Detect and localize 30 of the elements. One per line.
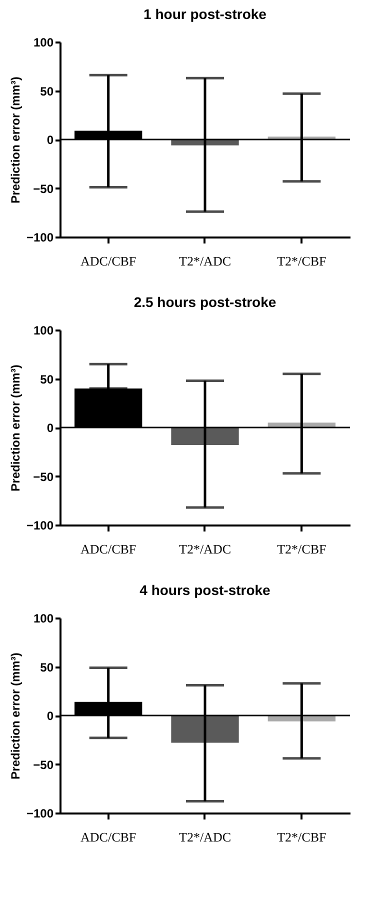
x-tick-label: ADC/CBF: [80, 254, 136, 268]
y-axis-title: Prediction error (mm³): [8, 364, 22, 492]
y-tick-label: 50: [40, 660, 54, 674]
y-tick-label: −100: [26, 518, 54, 532]
chart-title: 2.5 hours post-stroke: [134, 294, 276, 310]
x-tick-label: T2*/ADC: [179, 254, 231, 268]
chart-title: 4 hours post-stroke: [140, 582, 271, 598]
y-tick-label: 0: [46, 421, 54, 435]
x-tick-label: T2*/CBF: [277, 542, 326, 556]
y-axis-title: Prediction error (mm³): [8, 76, 22, 204]
x-tick-label: T2*/ADC: [179, 830, 231, 844]
x-tick-label: T2*/ADC: [179, 542, 231, 556]
y-tick-label: 100: [33, 324, 54, 338]
x-tick-label: T2*/CBF: [277, 254, 326, 268]
y-tick-label: 0: [46, 709, 54, 723]
y-tick-label: 100: [33, 36, 54, 50]
y-tick-label: −100: [26, 230, 54, 244]
y-tick-label: −50: [33, 182, 54, 196]
y-tick-label: 50: [40, 84, 54, 98]
y-tick-label: 100: [33, 612, 54, 626]
chart-title: 1 hour post-stroke: [144, 6, 267, 22]
y-tick-label: −50: [33, 758, 54, 772]
y-tick-label: 50: [40, 372, 54, 386]
y-tick-label: −50: [33, 470, 54, 484]
x-tick-label: ADC/CBF: [80, 830, 136, 844]
y-tick-label: −100: [26, 806, 54, 820]
y-axis-title: Prediction error (mm³): [8, 652, 22, 780]
y-tick-label: 0: [46, 133, 54, 147]
x-tick-label: ADC/CBF: [80, 542, 136, 556]
x-tick-label: T2*/CBF: [277, 830, 326, 844]
